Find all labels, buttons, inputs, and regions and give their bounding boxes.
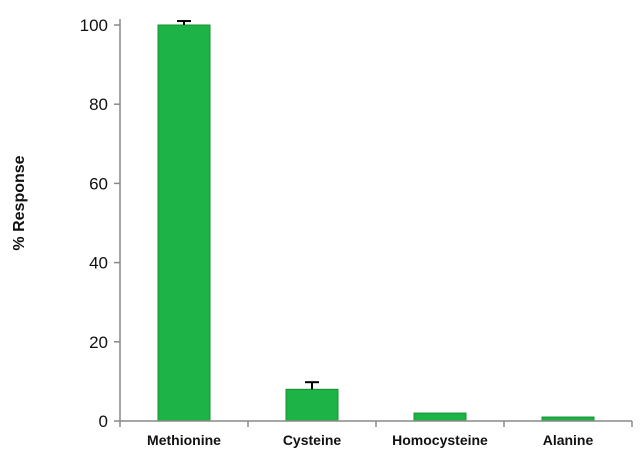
labels-layer: 0 20 40 60 80 100 Methionine Cysteine Homocystei… (80, 16, 594, 448)
x-tick-label: Methionine (147, 432, 221, 448)
x-tick-label: Cysteine (283, 432, 342, 448)
bar-methionine (157, 24, 211, 422)
bar-homocysteine (413, 412, 467, 422)
x-tick-label: Alanine (543, 432, 594, 448)
y-tick-label: 20 (89, 333, 108, 352)
y-axis-title: % Response (11, 155, 28, 250)
y-tick-label: 100 (80, 16, 108, 35)
x-tick-label: Homocysteine (392, 432, 488, 448)
y-tick-label: 60 (89, 174, 108, 193)
bars-layer (157, 20, 595, 422)
axes-layer (114, 19, 633, 427)
y-tick-label: 80 (89, 95, 108, 114)
bar-cysteine (285, 388, 339, 422)
y-tick-label: 0 (99, 412, 108, 431)
y-tick-label: 40 (89, 254, 108, 273)
